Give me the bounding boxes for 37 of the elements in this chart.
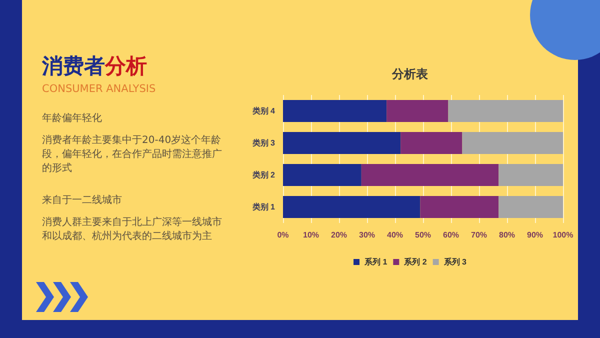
bar	[462, 132, 563, 154]
x-tick-label: 20%	[330, 230, 348, 240]
x-tick-label: 90%	[526, 230, 544, 240]
text: 消费人群主要来自于北上广深等一线城市和以成都、杭州为代表的二线城市为主	[42, 216, 222, 244]
bar	[386, 100, 448, 122]
bar	[498, 164, 563, 186]
bar	[283, 100, 387, 122]
x-tick-label: 10%	[302, 230, 320, 240]
text: 来自于一二线城市	[42, 194, 123, 208]
bar	[283, 132, 401, 154]
x-tick-label: 30%	[358, 230, 376, 240]
bar	[361, 164, 499, 186]
bar	[283, 196, 420, 218]
legend-label: 系列 3	[442, 258, 468, 266]
x-tick-label: 60%	[442, 230, 460, 240]
y-tick-label: 类别 1	[251, 202, 276, 212]
y-tick-label: 类别 3	[251, 138, 276, 148]
bar	[283, 164, 362, 186]
legend-label: 系列 1	[363, 258, 388, 266]
bar	[420, 196, 499, 218]
bar	[448, 100, 563, 122]
x-tick-label: 0%	[277, 230, 289, 240]
y-tick-label: 类别 4	[251, 106, 276, 116]
bar	[498, 196, 563, 218]
text: 年龄偏年轻化	[42, 112, 103, 126]
x-tick-label: 100%	[552, 230, 574, 240]
x-tick-label: 70%	[470, 230, 488, 240]
text: 消费者年龄主要集中于20-40岁这个年龄段，偏年轻化，在合作产品时需注意推广的形式	[42, 134, 222, 176]
x-tick-label: 50%	[414, 230, 432, 240]
y-tick-label: 类别 2	[251, 170, 276, 180]
chart-title: 分析表	[391, 67, 429, 81]
legend-label: 系列 2	[403, 258, 428, 266]
x-tick-label: 40%	[386, 230, 404, 240]
x-tick-label: 80%	[498, 230, 516, 240]
text: CONSUMER ANALYSIS	[42, 82, 157, 96]
text: 消费者分析	[42, 53, 148, 80]
bar	[400, 132, 462, 154]
